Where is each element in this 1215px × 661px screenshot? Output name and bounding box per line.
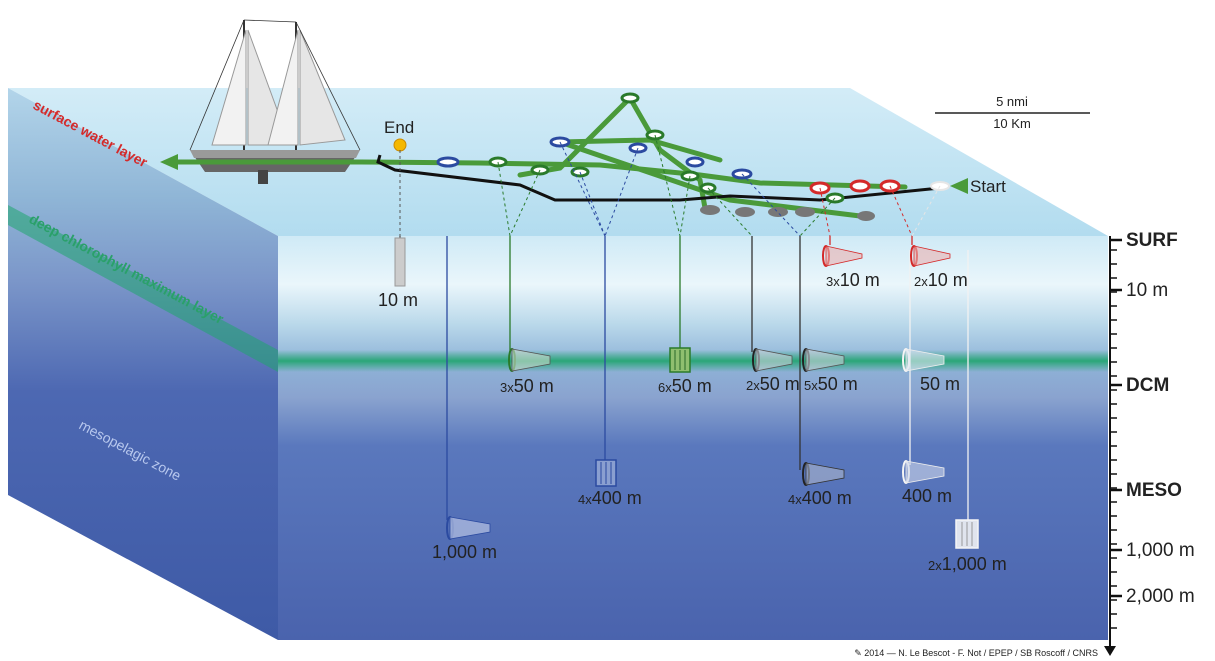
sampler-label: 50 m bbox=[920, 374, 960, 394]
start-marker-icon bbox=[950, 178, 968, 194]
sampler-label: 1,000 m bbox=[432, 542, 497, 562]
sampler-label: 2x50 m bbox=[746, 374, 800, 394]
sampler-label: 3x50 m bbox=[500, 376, 554, 396]
sampler-label: 2x10 m bbox=[914, 270, 968, 290]
axis-label: 1,000 m bbox=[1126, 540, 1195, 561]
instruments bbox=[394, 237, 979, 549]
route-green bbox=[169, 95, 908, 219]
axis-major-ticks bbox=[1110, 238, 1122, 598]
bottle-rosette-icon bbox=[669, 347, 691, 373]
black-net-icon bbox=[802, 348, 845, 372]
front-face bbox=[278, 236, 1108, 640]
axis-label: SURF bbox=[1126, 230, 1178, 251]
sampler-label: 5x50 m bbox=[804, 374, 858, 394]
sampler-labels: 10 m 1,000 m 3x50 m 4x400 m 6x50 m 2x50 … bbox=[378, 270, 1007, 574]
side-face bbox=[8, 88, 278, 640]
bottle-rosette-icon bbox=[955, 519, 979, 549]
scale-bar-bottom-label: 10 Km bbox=[993, 116, 1031, 131]
red-net-icon bbox=[910, 245, 951, 267]
axis-label: 10 m bbox=[1126, 280, 1168, 301]
route-black bbox=[376, 154, 941, 202]
depth-axis: SURF 10 m DCM MESO 1,000 m 2,000 m bbox=[1104, 230, 1195, 656]
pump-cylinder-icon bbox=[394, 237, 406, 287]
end-label: End bbox=[384, 118, 414, 137]
sampler-label: 10 m bbox=[378, 290, 418, 310]
black-net-icon bbox=[802, 462, 845, 486]
scale-bar-top-label: 5 nmi bbox=[996, 94, 1028, 109]
red-net-icon bbox=[822, 245, 863, 267]
blue-net-icon bbox=[446, 516, 491, 540]
sampler-label: 3x10 m bbox=[826, 270, 880, 290]
axis-labels: SURF 10 m DCM MESO 1,000 m 2,000 m bbox=[1126, 230, 1195, 607]
end-marker-icon bbox=[393, 138, 407, 152]
route-arrow-icon bbox=[160, 154, 178, 170]
dcm-band-front bbox=[278, 350, 1108, 372]
sampler-label: 4x400 m bbox=[788, 488, 852, 508]
sampler-label: 4x400 m bbox=[578, 488, 642, 508]
sampler-label: 2x1,000 m bbox=[928, 554, 1007, 574]
tether-lines bbox=[399, 134, 941, 237]
green-net-icon bbox=[508, 348, 551, 372]
axis-label: MESO bbox=[1126, 480, 1182, 501]
axis-label: 2,000 m bbox=[1126, 586, 1195, 607]
credit-text: ✎ 2014 — N. Le Bescot - F. Not / EPEP / … bbox=[854, 648, 1098, 658]
dcm-band-side bbox=[8, 205, 278, 372]
sampler-label: 400 m bbox=[902, 486, 952, 506]
start-label: Start bbox=[970, 177, 1006, 196]
sampler-label: 6x50 m bbox=[658, 376, 712, 396]
white-net-icon bbox=[902, 460, 945, 484]
axis-label: DCM bbox=[1126, 375, 1169, 396]
axis-arrow-icon bbox=[1104, 646, 1116, 656]
black-net-icon bbox=[752, 348, 793, 372]
axis-minor-ticks bbox=[1110, 249, 1117, 629]
white-net-icon bbox=[902, 348, 945, 372]
bottle-rosette-icon bbox=[595, 459, 617, 487]
